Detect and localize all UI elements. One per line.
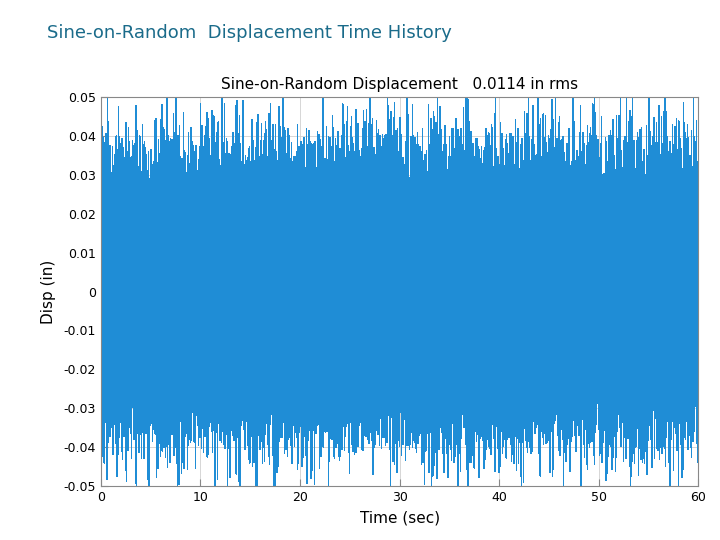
Text: Sine-on-Random  Displacement Time History: Sine-on-Random Displacement Time History (47, 24, 451, 42)
Y-axis label: Disp (in): Disp (in) (42, 260, 56, 323)
X-axis label: Time (sec): Time (sec) (359, 511, 440, 526)
Title: Sine-on-Random Displacement   0.0114 in rms: Sine-on-Random Displacement 0.0114 in rm… (221, 77, 578, 92)
